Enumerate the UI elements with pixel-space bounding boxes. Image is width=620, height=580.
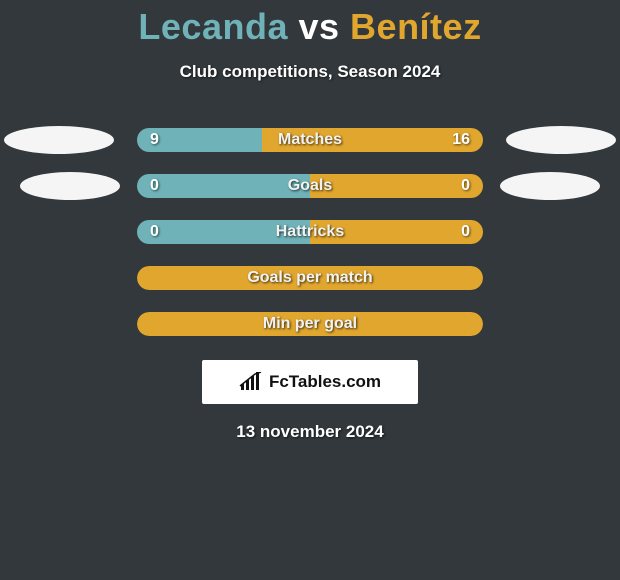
player-oval-left	[4, 126, 114, 154]
stat-bar	[137, 312, 483, 336]
brand-box: FcTables.com	[202, 360, 418, 404]
brand-text: FcTables.com	[269, 372, 381, 392]
footer-date: 13 november 2024	[0, 422, 620, 442]
stat-value-right: 16	[452, 128, 470, 152]
player2-name: Benítez	[350, 6, 482, 47]
stat-bar-right	[310, 220, 483, 244]
stat-bar	[137, 174, 483, 198]
stat-bar	[137, 220, 483, 244]
stat-row: Goals per match	[0, 264, 620, 292]
stat-row: 00Goals	[0, 172, 620, 200]
stat-bar-full	[137, 266, 483, 290]
stat-bar-right	[310, 174, 483, 198]
stat-value-left: 9	[150, 128, 159, 152]
stat-bar-left	[137, 174, 310, 198]
stats-rows: 916Matches00Goals00HattricksGoals per ma…	[0, 126, 620, 338]
stat-bar	[137, 128, 483, 152]
vs-label: vs	[298, 6, 339, 47]
stat-bar-full	[137, 312, 483, 336]
stat-value-right: 0	[461, 174, 470, 198]
stat-value-left: 0	[150, 174, 159, 198]
stat-bar-right	[262, 128, 483, 152]
comparison-card: Lecanda vs Benítez Club competitions, Se…	[0, 0, 620, 442]
player1-name: Lecanda	[138, 6, 288, 47]
stat-row: Min per goal	[0, 310, 620, 338]
stat-row: 916Matches	[0, 126, 620, 154]
title-row: Lecanda vs Benítez	[0, 6, 620, 48]
subtitle: Club competitions, Season 2024	[0, 62, 620, 82]
player-oval-right	[500, 172, 600, 200]
player-oval-right	[506, 126, 616, 154]
stat-bar-left	[137, 220, 310, 244]
stat-value-left: 0	[150, 220, 159, 244]
stat-bar	[137, 266, 483, 290]
chart-icon	[239, 372, 263, 392]
stat-value-right: 0	[461, 220, 470, 244]
player-oval-left	[20, 172, 120, 200]
stat-row: 00Hattricks	[0, 218, 620, 246]
